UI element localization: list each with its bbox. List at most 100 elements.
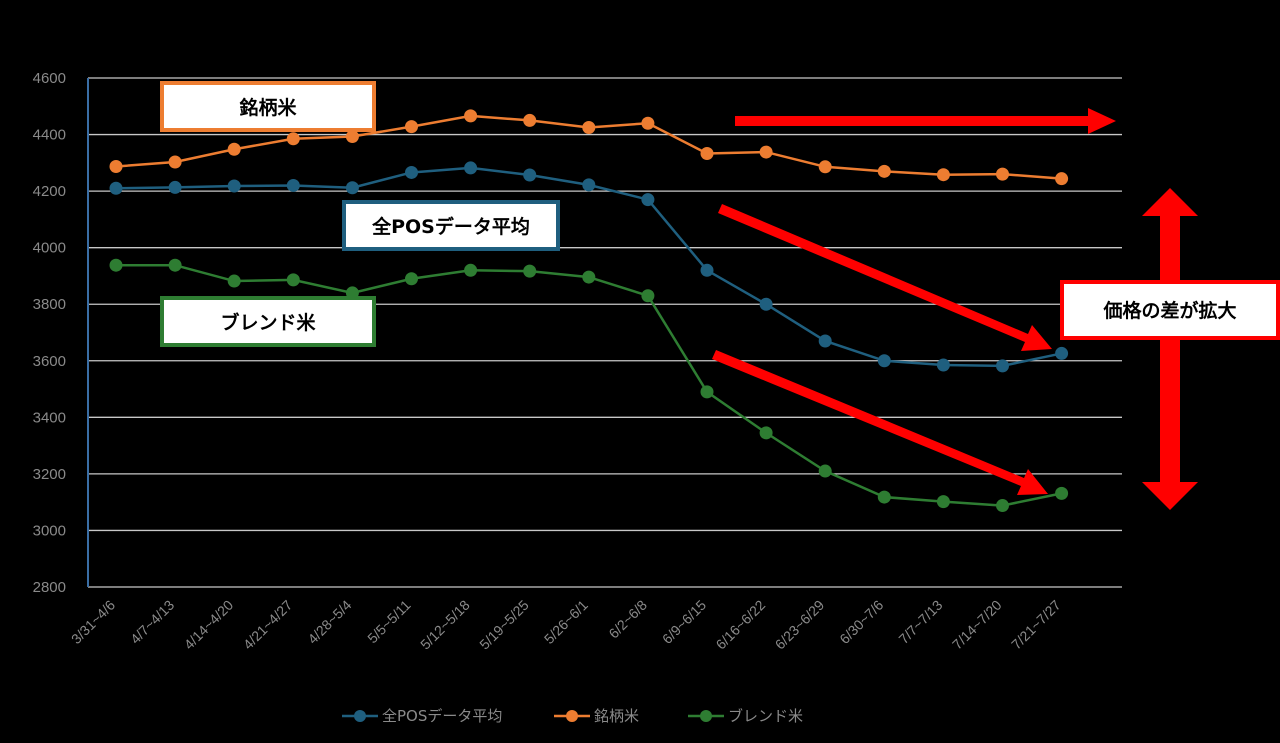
x-tick-label: 3/31~4/6: [68, 597, 118, 647]
x-tick-label: 4/28~5/4: [304, 597, 354, 647]
data-point: [168, 258, 182, 272]
x-tick-label: 5/12~5/18: [417, 597, 473, 653]
data-point: [227, 274, 241, 288]
data-point: [405, 272, 418, 286]
data-point: [227, 142, 241, 156]
legend-label: 全POSデータ平均: [382, 707, 502, 725]
data-point: [641, 289, 655, 303]
x-tick-label: 6/16~6/22: [713, 597, 769, 653]
x-tick-label: 4/14~4/20: [181, 597, 237, 653]
legend-swatch-marker: [354, 710, 366, 722]
data-point: [759, 145, 773, 159]
data-point: [1055, 486, 1069, 500]
y-tick-label: 2800: [33, 579, 66, 596]
series-group: [109, 109, 1069, 513]
legend-item-0: 全POSデータ平均: [342, 707, 502, 725]
x-tick-label: 5/26~6/1: [541, 597, 591, 647]
avg-label-box: 全POSデータ平均: [342, 200, 560, 251]
legend: 全POSデータ平均 銘柄米 ブレンド米: [342, 707, 803, 725]
data-point: [523, 113, 537, 127]
avg-label-text: 全POSデータ平均: [371, 215, 530, 238]
x-tick-label: 7/21~7/27: [1008, 597, 1064, 653]
data-point: [700, 263, 714, 277]
legend-item-1: 銘柄米: [554, 707, 639, 725]
data-point: [759, 297, 773, 311]
y-tick-label: 3400: [33, 409, 66, 426]
x-tick-label: 6/30~7/6: [836, 597, 886, 647]
legend-item-2: ブレンド米: [688, 707, 803, 725]
data-point: [523, 168, 537, 182]
series-2: [109, 258, 1069, 513]
data-point: [168, 180, 182, 194]
data-point: [936, 495, 950, 509]
y-tick-label: 4000: [33, 240, 66, 257]
data-point: [641, 193, 655, 207]
y-tick-label: 3200: [33, 466, 66, 483]
x-tick-label: 7/7~7/13: [895, 597, 945, 647]
brand-label-box: 銘柄米: [160, 81, 376, 132]
data-point: [641, 116, 655, 130]
y-tick-label: 3000: [33, 522, 66, 539]
data-point: [227, 179, 241, 193]
data-point: [877, 164, 891, 178]
series-1: [109, 109, 1069, 186]
x-tick-label: 4/21~4/27: [240, 597, 296, 653]
data-point: [345, 130, 359, 144]
data-point: [286, 132, 300, 146]
gap-double-arrow: [1142, 188, 1198, 510]
data-point: [286, 273, 300, 287]
brand-trend-arrow: [735, 108, 1116, 134]
data-point: [464, 109, 478, 123]
data-point: [1055, 172, 1069, 186]
annotation-arrows: [712, 108, 1198, 510]
data-point: [464, 161, 478, 175]
y-tick-label: 4600: [33, 70, 66, 87]
data-point: [582, 178, 596, 192]
avg-trend-arrow: [718, 204, 1052, 351]
x-tick-label: 6/2~6/8: [605, 597, 650, 642]
x-tick-label: 6/9~6/15: [659, 597, 709, 647]
data-point: [523, 264, 537, 278]
legend-label: ブレンド米: [728, 707, 803, 725]
data-point: [464, 263, 478, 277]
data-point: [405, 165, 418, 179]
blend-trend-arrow: [712, 350, 1048, 495]
x-axis-ticks: 3/31~4/6 4/7~4/13 4/14~4/20 4/21~4/27 4/28~5…: [68, 597, 1064, 653]
data-point: [405, 120, 418, 134]
data-point: [286, 178, 300, 192]
data-point: [1055, 346, 1069, 360]
brand-label-text: 銘柄米: [239, 96, 297, 119]
gap-label-text: 価格の差が拡大: [1102, 299, 1236, 322]
x-tick-label: 4/7~4/13: [127, 597, 177, 647]
data-point: [109, 258, 123, 272]
x-tick-label: 6/23~6/29: [772, 597, 828, 653]
x-tick-label: 5/5~5/11: [364, 597, 414, 647]
y-tick-label: 3800: [33, 296, 66, 313]
data-point: [109, 181, 123, 195]
y-tick-label: 3600: [33, 353, 66, 370]
data-point: [936, 168, 950, 182]
y-axis-ticks: 2800 3000 3200 3400 3600 3800 4000 4200 4400 4600: [33, 70, 66, 596]
x-tick-label: 7/14~7/20: [949, 597, 1005, 653]
data-point: [582, 120, 596, 134]
blend-label-box: ブレンド米: [160, 296, 376, 347]
data-point: [936, 358, 950, 372]
y-tick-label: 4200: [33, 183, 66, 200]
data-point: [818, 160, 832, 174]
data-point: [877, 490, 891, 504]
data-point: [996, 359, 1009, 373]
y-tick-label: 4400: [33, 127, 66, 144]
legend-swatch-marker: [566, 710, 578, 722]
data-point: [582, 270, 596, 284]
x-tick-label: 5/19~5/25: [476, 597, 532, 653]
data-point: [759, 426, 773, 440]
gap-label-box: 価格の差が拡大: [1060, 280, 1280, 340]
legend-swatch-marker: [700, 710, 712, 722]
blend-label-text: ブレンド米: [220, 311, 316, 334]
series-0: [109, 161, 1069, 373]
data-point: [168, 155, 182, 169]
data-point: [109, 160, 123, 174]
data-point: [700, 147, 714, 161]
data-point: [818, 464, 832, 478]
